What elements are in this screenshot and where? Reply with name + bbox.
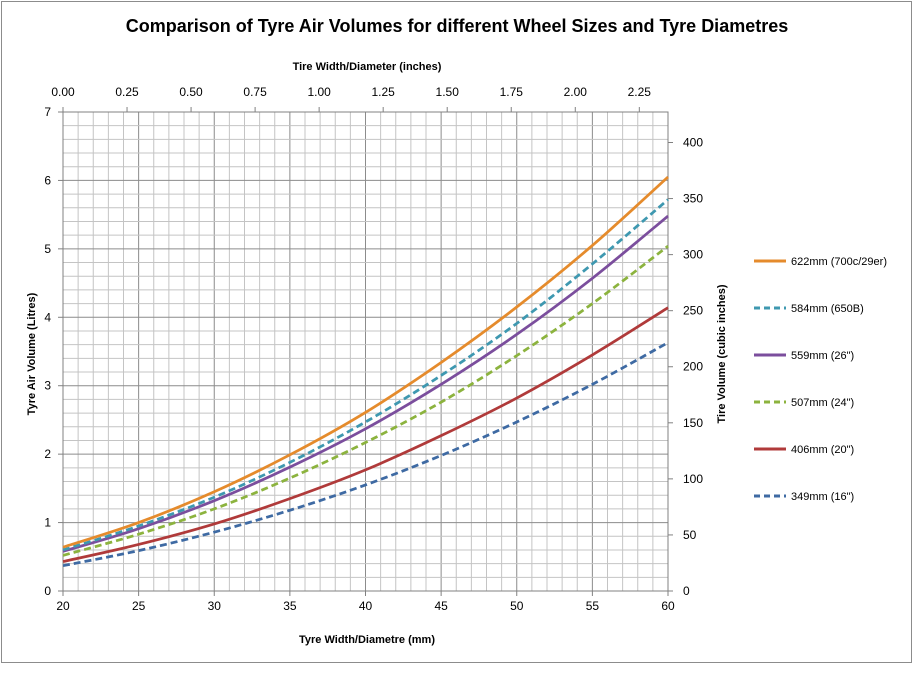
- x2-tick-label: 2.25: [628, 85, 652, 99]
- y2-tick-label: 250: [683, 304, 703, 318]
- x-tick-label: 25: [132, 599, 146, 613]
- y2-tick-label: 100: [683, 472, 703, 486]
- y-tick-label: 0: [44, 584, 51, 598]
- right-axis-label: Tire Volume (cubic inches): [716, 284, 728, 423]
- x2-tick-label: 2.00: [564, 85, 588, 99]
- x-tick-label: 60: [661, 599, 675, 613]
- gridlines: [62, 111, 669, 592]
- series-line-5: [62, 306, 669, 563]
- top-axis-label: Tire Width/Diameter (inches): [293, 61, 442, 73]
- y2-tick-label: 50: [683, 528, 697, 542]
- y2-tick-label: 400: [683, 135, 703, 149]
- legend-label: 349mm (16"): [791, 491, 854, 503]
- chart-title: Comparison of Tyre Air Volumes for diffe…: [126, 16, 788, 36]
- x2-tick-label: 1.50: [436, 85, 460, 99]
- x-tick-label: 55: [586, 599, 600, 613]
- bottom-axis-label: Tyre Width/Diametre (mm): [299, 634, 435, 646]
- series-line-1: [62, 175, 669, 549]
- y-tick-label: 4: [44, 310, 51, 324]
- x-tick-label: 40: [359, 599, 373, 613]
- x2-tick-label: 0.50: [179, 85, 203, 99]
- series-lines: [62, 175, 669, 568]
- x-tick-label: 45: [434, 599, 448, 613]
- x2-tick-label: 0.75: [243, 85, 267, 99]
- series-line-2: [62, 198, 669, 552]
- y-tick-label: 5: [44, 242, 51, 256]
- y-tick-label: 2: [44, 447, 51, 461]
- y-tick-label: 1: [44, 516, 51, 530]
- legend: 622mm (700c/29er) 584mm (650B) 559mm (26")…: [754, 256, 887, 503]
- x-tick-label: 20: [56, 599, 70, 613]
- x2-tick-label: 0.25: [115, 85, 139, 99]
- legend-label: 507mm (24"): [791, 397, 854, 409]
- y2-tick-label: 350: [683, 192, 703, 206]
- legend-label: 406mm (20"): [791, 444, 854, 456]
- y-tick-label: 7: [44, 105, 51, 119]
- series-line-3: [62, 214, 669, 553]
- x-tick-label: 35: [283, 599, 297, 613]
- y-tick-label: 6: [44, 173, 51, 187]
- chart-frame: 20 25 30 35 40 45 50 55 60 0 1 2 3 4 5 6 7 0.00 0.25 0.50 0.…: [1, 1, 912, 663]
- left-axis-label: Tyre Air Volume (Litres): [26, 292, 38, 415]
- series-line-4: [62, 245, 669, 557]
- x2-tick-label: 1.00: [307, 85, 331, 99]
- y2-tick-label: 150: [683, 416, 703, 430]
- y2-tick-label: 300: [683, 248, 703, 262]
- legend-label: 559mm (26"): [791, 350, 854, 362]
- y-tick-label: 3: [44, 379, 51, 393]
- x2-tick-label: 1.25: [371, 85, 395, 99]
- y2-tick-label: 200: [683, 360, 703, 374]
- x2-tick-label: 1.75: [500, 85, 524, 99]
- x-tick-label: 30: [208, 599, 222, 613]
- legend-label: 584mm (650B): [791, 303, 864, 315]
- y2-tick-label: 0: [683, 584, 690, 598]
- x2-tick-label: 0.00: [51, 85, 75, 99]
- legend-label: 622mm (700c/29er): [791, 256, 887, 268]
- x-tick-label: 50: [510, 599, 524, 613]
- series-line-6: [62, 341, 669, 568]
